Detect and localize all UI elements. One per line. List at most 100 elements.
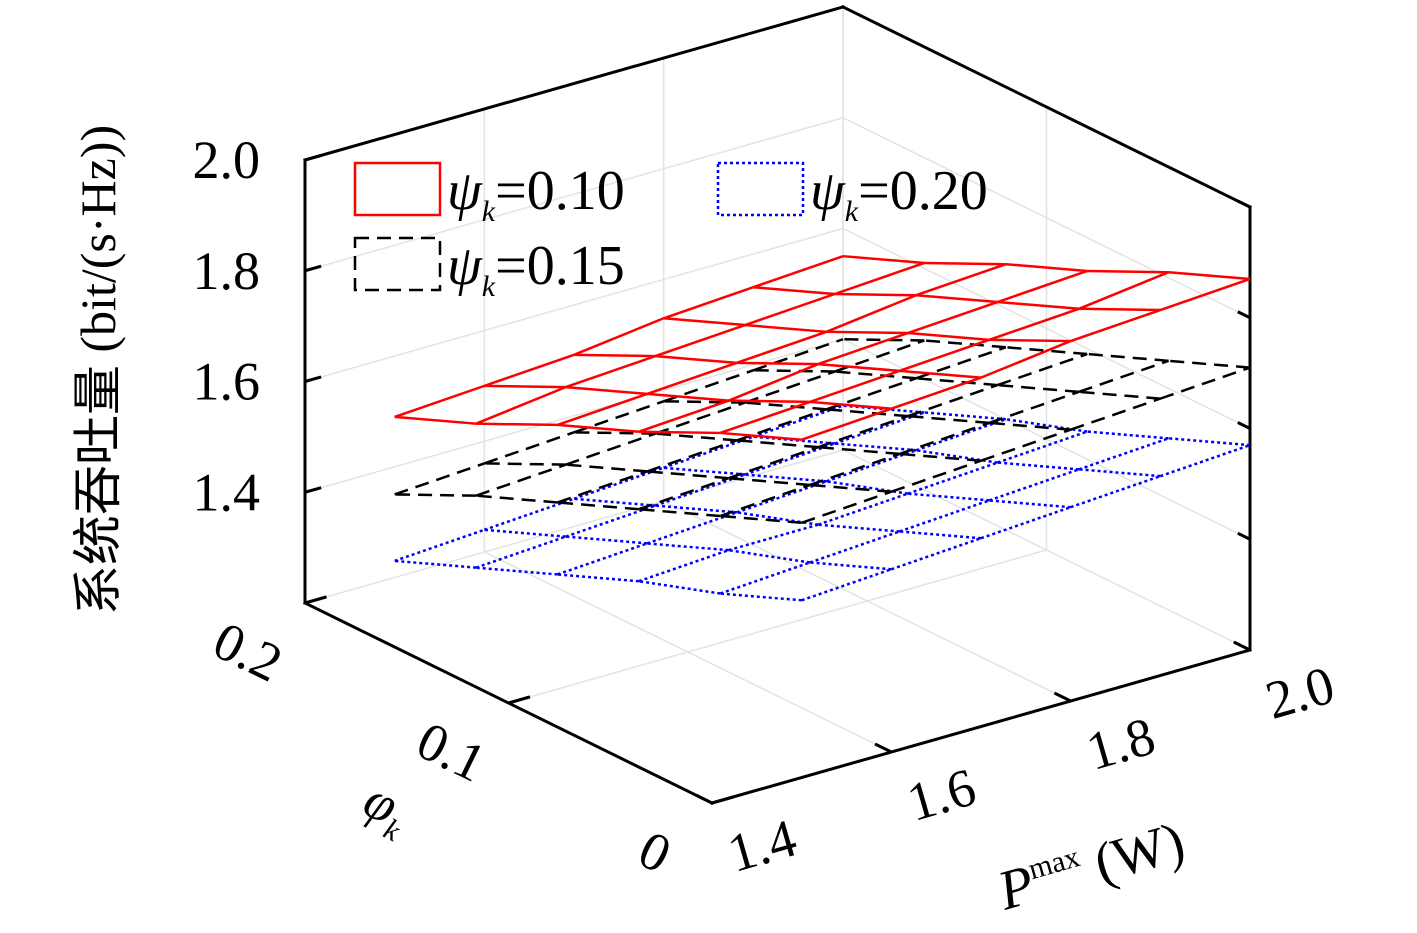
- tick-mark: [1237, 310, 1251, 320]
- mesh-edge: [980, 506, 1072, 540]
- mesh-edge: [899, 369, 982, 379]
- legend-value: =0.10: [495, 160, 625, 222]
- mesh-edge: [826, 377, 917, 411]
- mesh-edge: [907, 300, 998, 335]
- mesh-edge: [646, 511, 738, 545]
- mesh-edge: [638, 399, 729, 433]
- mesh-edge: [484, 528, 566, 538]
- mesh-edge: [557, 423, 639, 433]
- mesh-edge: [647, 470, 729, 480]
- mesh-edge: [834, 261, 925, 296]
- tick-mark: [304, 153, 322, 162]
- legend-subscript: k: [482, 270, 496, 303]
- mesh-edge: [719, 561, 811, 595]
- mesh-edge: [475, 385, 567, 425]
- mesh-edge: [1087, 430, 1169, 440]
- mesh-edge: [573, 431, 656, 435]
- mesh-edge: [647, 392, 729, 402]
- legend-subscript: k: [482, 195, 496, 228]
- mesh-edge: [573, 466, 665, 500]
- x-tick-label: 1.4: [721, 808, 802, 884]
- mesh-edge: [924, 261, 1006, 266]
- x-axis-superscript: max: [1025, 840, 1084, 886]
- y-axis-label: φk: [352, 769, 421, 848]
- mesh-edge: [475, 494, 558, 504]
- mesh-edge: [476, 422, 558, 427]
- grid-line: [842, 117, 1251, 319]
- mesh-edge: [753, 369, 835, 373]
- mesh-edge: [663, 286, 754, 320]
- mesh-edge: [915, 263, 1007, 297]
- mesh-edge: [483, 431, 575, 465]
- mesh-edge: [720, 592, 802, 602]
- mesh-edge: [916, 293, 998, 304]
- mesh-edge: [557, 573, 639, 583]
- mesh-edge: [752, 255, 844, 289]
- tick-mark: [508, 695, 531, 705]
- mesh-edge: [1078, 359, 1170, 394]
- mesh-edge: [899, 338, 990, 373]
- mesh-edge: [719, 400, 811, 435]
- mesh-edge: [1070, 397, 1161, 431]
- mesh-edge: [573, 400, 665, 434]
- mesh-edge: [663, 369, 754, 403]
- mesh-edge: [1087, 352, 1169, 363]
- mesh-edge: [1087, 269, 1169, 274]
- mesh-edge: [483, 353, 575, 388]
- legend-label: ψk=0.20: [810, 160, 988, 228]
- z-tick-label: 1.8: [193, 241, 261, 301]
- mesh-edge: [484, 384, 566, 389]
- mesh-edge: [826, 449, 917, 483]
- mesh-edge: [573, 497, 656, 507]
- mesh-edge: [899, 499, 990, 533]
- mesh-edge: [565, 463, 648, 473]
- mesh-edge: [907, 383, 998, 418]
- z-tick-label: 1.4: [193, 462, 261, 522]
- mesh-edge: [834, 370, 917, 380]
- mesh-edge: [1070, 474, 1161, 509]
- mesh-edge: [1078, 390, 1161, 400]
- mesh-edge: [809, 561, 892, 571]
- mesh-edge: [663, 317, 746, 327]
- legend-value: =0.15: [495, 235, 625, 297]
- legend-swatch: [353, 161, 442, 217]
- mesh-edge: [654, 473, 746, 507]
- tick-mark: [1237, 199, 1251, 209]
- mesh-edge: [1159, 366, 1251, 400]
- mesh-edge: [720, 514, 802, 525]
- mesh-edge: [663, 400, 746, 404]
- mesh-edge: [394, 559, 477, 569]
- mesh-edge: [475, 535, 567, 569]
- mesh-edge: [1168, 359, 1251, 369]
- mesh-edge: [394, 493, 477, 497]
- mesh-edge: [565, 385, 648, 396]
- z-tick-label: 2.0: [193, 130, 261, 190]
- mesh-edge: [809, 483, 892, 493]
- mesh-edge: [728, 523, 819, 552]
- tick-mark: [1233, 640, 1251, 652]
- mesh-edge: [573, 353, 656, 358]
- mesh-edge: [663, 435, 754, 469]
- mesh-edge: [1159, 277, 1251, 312]
- mesh-edge: [638, 579, 721, 595]
- mesh-edge: [728, 548, 811, 564]
- x-axis-unit: (W): [1087, 811, 1191, 895]
- mesh-edge: [818, 362, 900, 373]
- mesh-edge: [817, 414, 909, 449]
- mesh-edge: [646, 439, 738, 473]
- y-tick-label: 0.2: [204, 610, 291, 694]
- mesh-edge: [890, 459, 982, 493]
- x-tick-label: 1.8: [1080, 706, 1161, 782]
- grid-line: [508, 549, 1047, 704]
- mesh-edge: [825, 294, 917, 333]
- legend-subscript: k: [845, 195, 859, 228]
- mesh-edge: [736, 361, 819, 366]
- mesh-edge: [924, 411, 1006, 421]
- mesh-edge: [890, 537, 982, 571]
- mesh-edge: [720, 431, 802, 441]
- mesh-edge: [663, 466, 746, 476]
- axis-line: [710, 648, 1252, 805]
- x-tick-label: 2.0: [1259, 655, 1340, 731]
- mesh-edge: [736, 439, 819, 449]
